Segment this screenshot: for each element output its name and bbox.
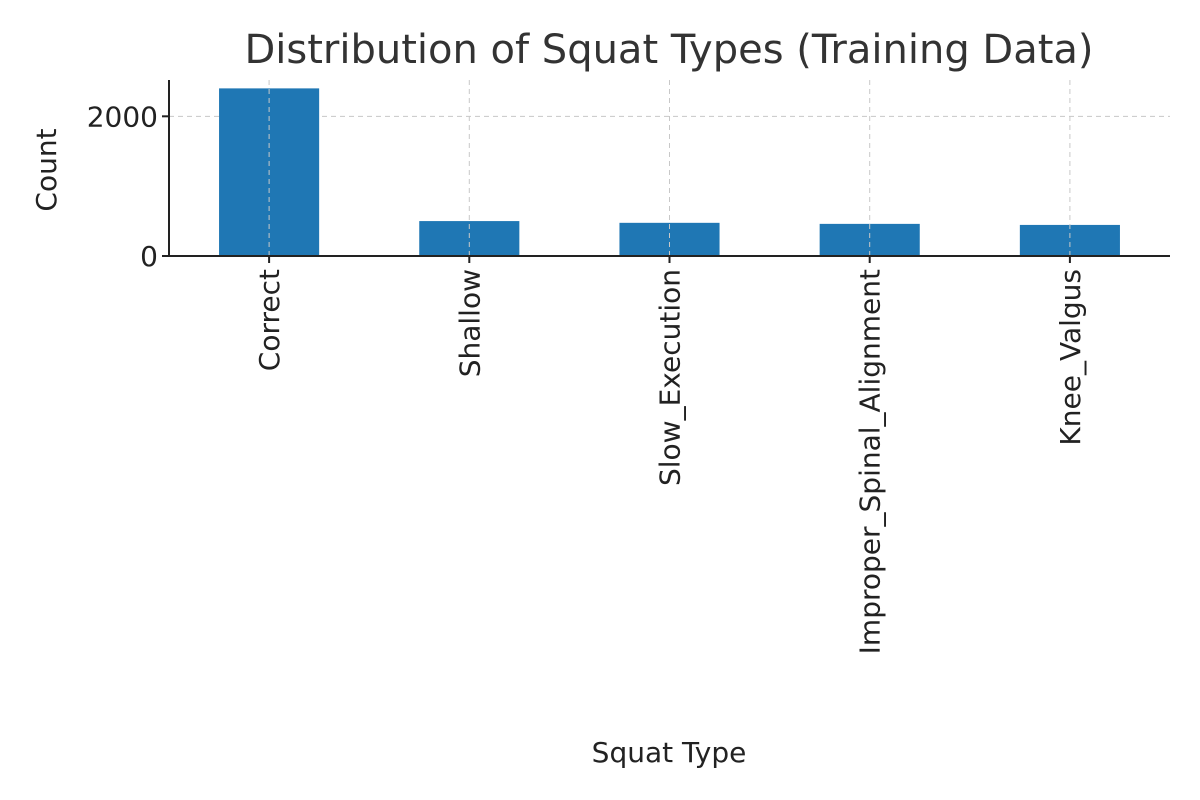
tick-labels: 0 2000 Correct Shallow Slow_Execution Imprope… (87, 100, 1087, 654)
x-tick-label: Slow_Execution (654, 269, 687, 486)
y-tick-label: 2000 (87, 100, 158, 133)
x-tick-label: Correct (253, 269, 286, 371)
y-tick-label: 0 (140, 240, 158, 273)
bar-improper-spinal-alignment (819, 223, 920, 256)
x-tick-label: Shallow (453, 269, 486, 377)
x-axis-label: Squat Type (592, 736, 747, 769)
vertical-grid-lines (268, 80, 1071, 256)
x-tick-label: Knee_Valgus (1054, 269, 1087, 446)
chart-title: Distribution of Squat Types (Training Da… (244, 27, 1093, 73)
bar-knee-valgus (1019, 224, 1120, 256)
y-axis-label: Count (30, 128, 63, 211)
x-tick-label: Improper_Spinal_Alignment (854, 269, 887, 654)
